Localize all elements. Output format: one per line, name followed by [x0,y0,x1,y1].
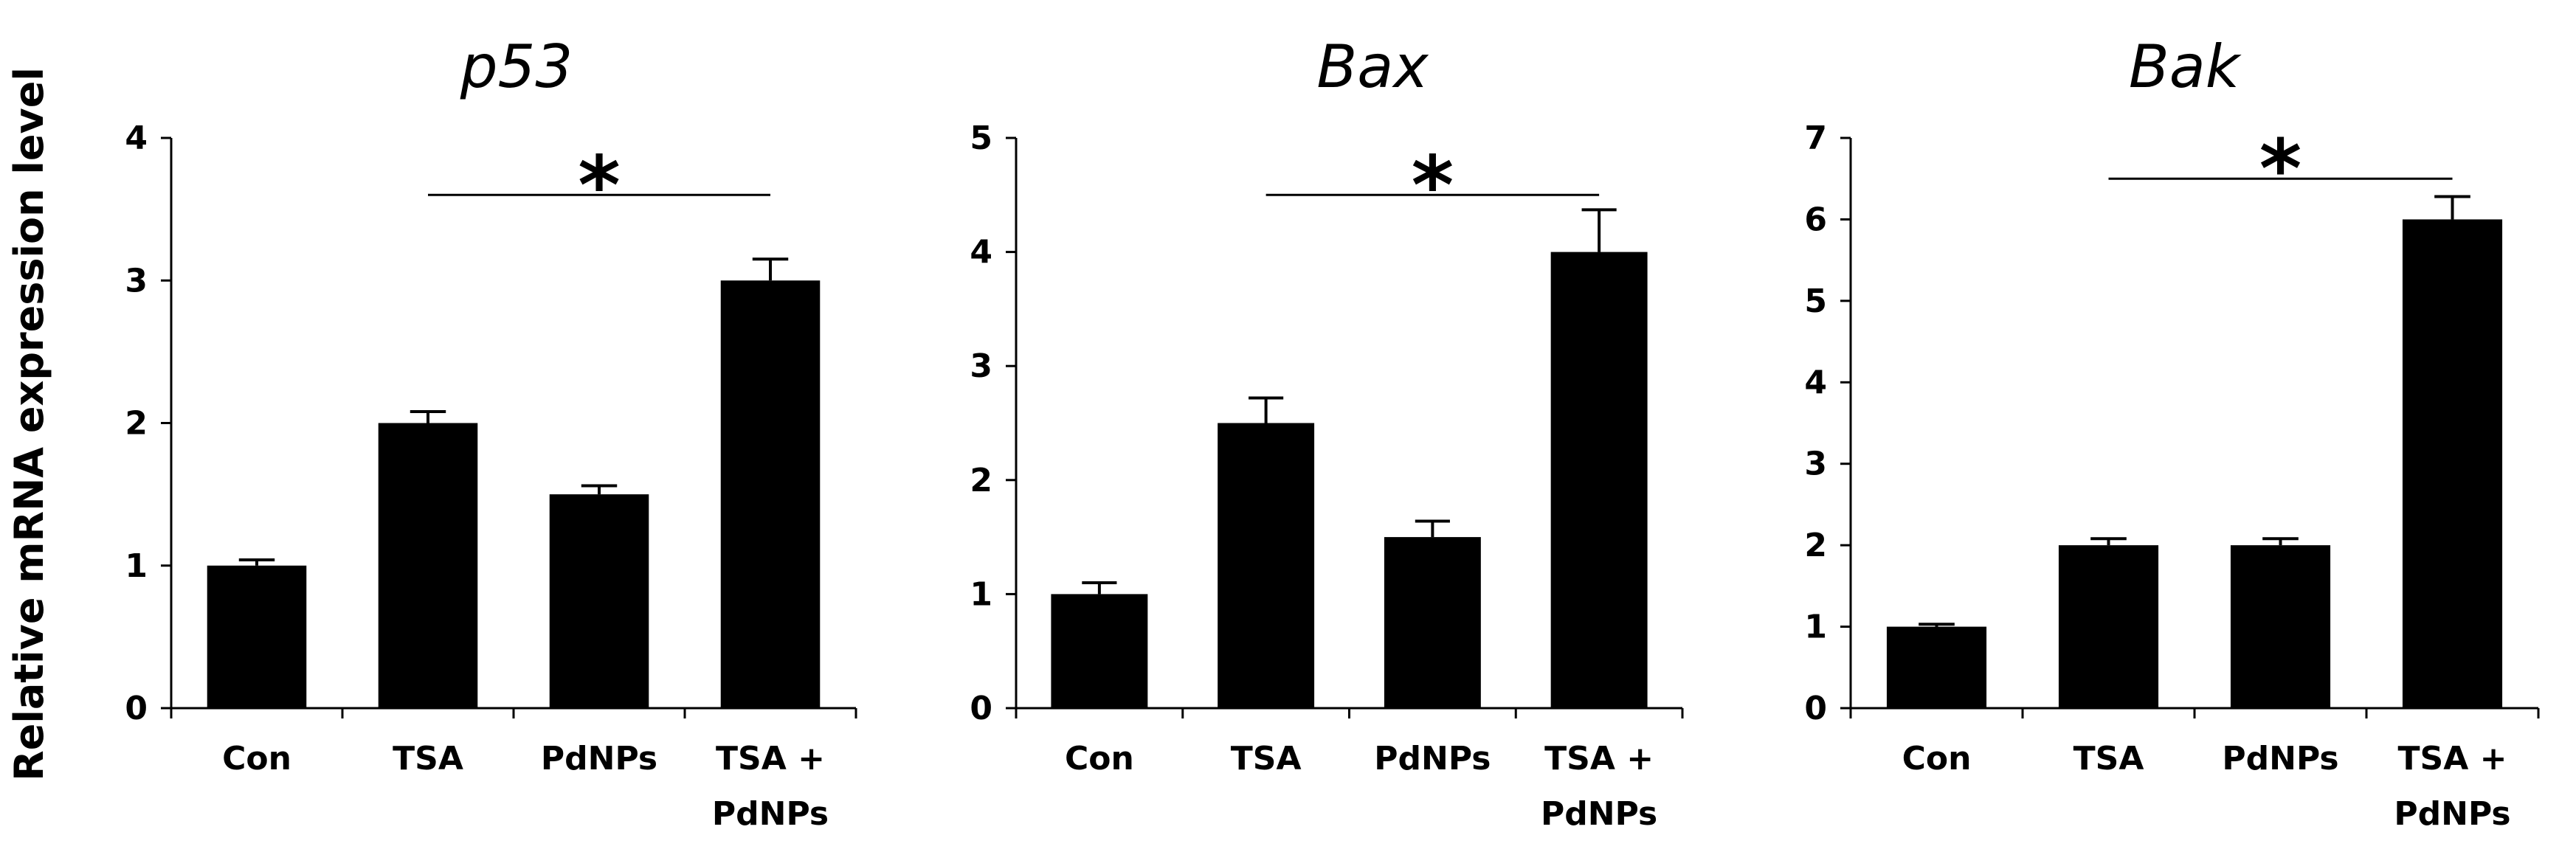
y-tick-label: 0 [970,690,992,727]
panel-title: p53 [460,32,573,101]
bar [2402,219,2503,708]
error-bar [2090,537,2127,546]
significance-star: * [1412,138,1454,232]
panels: p53 0 1 2 3 4 Con TSA PdNPs TSA + PdNPs * Bax 0 1 2 3 4 5 C… [125,32,2540,833]
error-bar [1415,519,1450,538]
bar [207,565,307,708]
bar [1051,594,1148,708]
category-label: Con [222,740,291,777]
error-bar [2434,195,2470,220]
y-axis-label: Relative mRNA expression level [6,67,52,781]
y-tick-label: 6 [1804,201,1827,238]
y-tick-label: 2 [125,405,148,443]
category-label: TSA + [2398,740,2507,777]
bar [1550,252,1648,709]
bar [1886,626,1987,708]
category-label: TSA [1231,740,1302,777]
y-tick-label: 4 [970,234,992,271]
y-tick-label: 2 [1804,527,1827,564]
y-tick-label: 3 [125,262,148,299]
bar [1384,537,1481,708]
bar [2058,545,2159,708]
y-tick-label: 5 [1804,283,1827,320]
category-label: PdNPs [712,795,829,833]
y-tick-label: 5 [970,119,992,157]
y-tick-label: 2 [970,462,992,499]
significance-star: * [578,138,621,232]
significance-star: * [2259,122,2302,216]
chart-panel-1: p53 0 1 2 3 4 Con TSA PdNPs TSA + PdNPs * [125,32,857,833]
category-label: TSA [393,740,463,777]
error-bar [238,558,275,566]
error-bar [410,410,446,423]
bar [2230,545,2331,708]
error-bar [1581,208,1617,252]
bar [1218,423,1315,708]
y-tick-label: 1 [970,575,992,613]
error-bar [581,484,618,495]
y-tick-label: 7 [1804,119,1827,157]
y-tick-label: 4 [125,119,148,157]
category-label: PdNPs [541,740,657,777]
category-label: TSA + [716,740,825,777]
category-label: TSA [2073,740,2144,777]
error-bar [752,257,789,281]
category-label: Con [1065,740,1134,777]
y-tick-label: 1 [1804,609,1827,646]
chart-panel-2: Bax 0 1 2 3 4 5 Con TSA PdNPs TSA + PdNPs * [970,32,1684,833]
y-tick-label: 1 [125,547,148,585]
error-bar [1249,396,1284,423]
y-tick-label: 3 [1804,446,1827,483]
category-label: PdNPs [2394,795,2510,833]
category-label: PdNPs [1541,795,1657,833]
category-label: Con [1902,740,1972,777]
panel-title: Bax [1316,32,1429,101]
y-tick-label: 0 [1804,690,1827,727]
panel-title: Bak [2129,32,2242,101]
y-tick-label: 3 [970,347,992,385]
y-tick-label: 0 [125,690,148,727]
chart-panel-3: Bak 0 1 2 3 4 5 6 7 Con TSA PdNPs TSA + PdNPs * [1804,32,2540,833]
category-label: PdNPs [1374,740,1491,777]
bar [549,494,649,708]
category-label: TSA + [1544,740,1654,777]
error-bar [2262,537,2299,546]
category-label: PdNPs [2222,740,2338,777]
bar [720,280,821,708]
error-bar [1082,581,1117,595]
bar [378,423,478,708]
y-tick-label: 4 [1804,364,1827,401]
error-bar [1919,623,1955,627]
